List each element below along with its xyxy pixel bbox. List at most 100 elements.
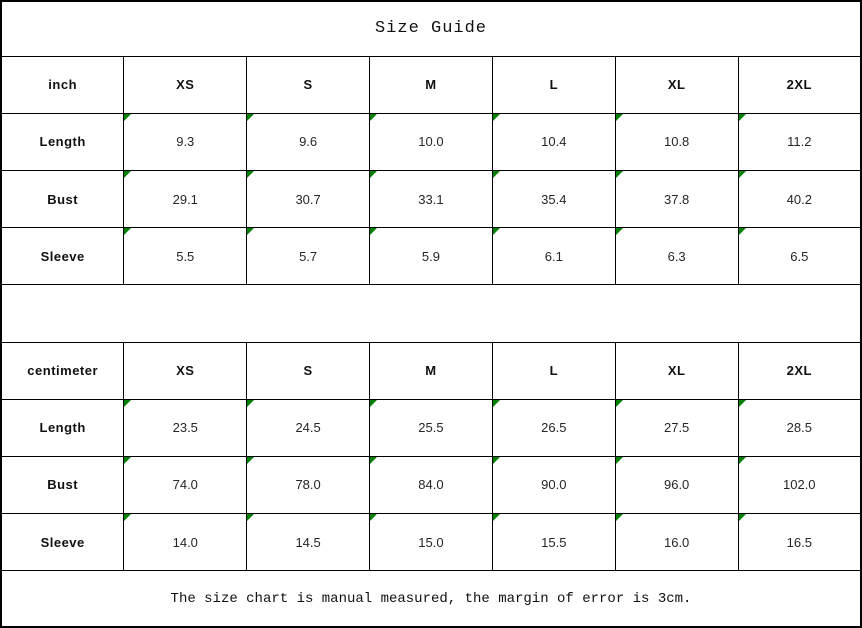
size-value: 74.0 [172,477,198,493]
corner-flag-icon [492,113,500,121]
corner-flag-icon [124,113,132,121]
size-value: 5.9 [421,248,440,264]
size-header-l: L [491,341,616,400]
size-value-cell: 5.5 [123,227,248,286]
size-value: 29.1 [172,191,198,207]
corner-flag-icon [492,399,500,407]
footer-row: The size chart is manual measured, the m… [0,570,862,628]
size-value: 35.4 [541,191,567,207]
size-value-cell: 78.0 [246,455,371,515]
corner-flag-icon [124,171,132,179]
corner-flag-icon [492,514,500,522]
size-value-cell: 96.0 [614,455,739,515]
size-value-cell: 74.0 [123,455,248,515]
corner-flag-icon [370,514,378,522]
size-value: 16.0 [663,534,690,550]
corner-flag-icon [615,514,623,522]
corner-flag-icon [247,113,255,121]
corner-flag-icon [124,456,132,464]
corner-flag-icon [738,228,746,236]
size-value: 30.7 [295,191,321,207]
size-value-cell: 26.5 [491,398,616,457]
size-value: 16.5 [786,534,812,550]
size-value: 9.3 [176,134,195,150]
page-title: Size Guide [0,0,862,57]
size-value: 10.4 [541,134,567,150]
corner-flag-icon [124,399,132,407]
size-value-cell: 11.2 [737,112,862,172]
row-label: Length [0,112,125,172]
table-row: Bust 74.0 78.0 84.0 90.0 96.0 102.0 [0,455,862,515]
size-value-cell: 9.3 [123,112,248,172]
corner-flag-icon [247,456,255,464]
size-value-cell: 25.5 [369,398,493,457]
size-header-m: M [369,341,493,400]
table-row: Sleeve 14.0 14.5 15.0 15.5 16.0 16.5 [0,513,862,572]
centimeter-header-row: centimeter XS S M L XL 2XL [0,341,862,400]
table-row: Length 23.5 24.5 25.5 26.5 27.5 28.5 [0,398,862,457]
spacer-cell [0,284,862,343]
size-value-cell: 16.0 [614,513,739,572]
size-header-xl: XL [614,55,739,114]
size-value-cell: 5.9 [369,227,493,286]
title-row: Size Guide [0,0,862,57]
row-label: Bust [0,170,125,229]
size-value-cell: 33.1 [369,170,493,229]
corner-flag-icon [247,399,255,407]
corner-flag-icon [492,171,500,179]
size-value-cell: 10.8 [614,112,739,172]
size-value-cell: 102.0 [737,455,862,515]
size-value: 102.0 [783,477,816,493]
corner-flag-icon [738,399,746,407]
corner-flag-icon [738,113,746,121]
size-value: 11.2 [787,134,812,150]
corner-flag-icon [247,514,255,522]
size-value: 6.3 [667,248,686,264]
size-value: 10.8 [663,134,690,150]
size-value: 84.0 [418,477,444,493]
row-label: Length [0,398,125,457]
size-value-cell: 16.5 [737,513,862,572]
size-value: 25.5 [418,420,444,436]
unit-label-centimeter: centimeter [0,341,125,400]
size-value: 6.1 [544,248,563,264]
row-label: Sleeve [0,513,125,572]
table-row: Bust 29.1 30.7 33.1 35.4 37.8 40.2 [0,170,862,229]
corner-flag-icon [124,514,132,522]
size-value-cell: 37.8 [614,170,739,229]
size-value-cell: 29.1 [123,170,248,229]
size-value-cell: 10.0 [369,112,493,172]
size-value: 10.0 [418,134,444,150]
size-value: 78.0 [295,477,321,493]
size-header-xl: XL [614,341,739,400]
unit-label-inch: inch [0,55,125,114]
size-value-cell: 6.3 [614,227,739,286]
size-value: 15.0 [418,534,444,550]
size-value-cell: 14.5 [246,513,371,572]
spacer-row [0,284,862,343]
inch-header-row: inch XS S M L XL 2XL [0,55,862,114]
size-value: 37.8 [663,191,690,207]
size-value: 9.6 [299,134,318,150]
corner-flag-icon [615,456,623,464]
size-value-cell: 10.4 [491,112,616,172]
footer-note: The size chart is manual measured, the m… [0,570,862,628]
size-value-cell: 5.7 [246,227,371,286]
size-value: 24.5 [295,420,321,436]
corner-flag-icon [738,514,746,522]
size-value-cell: 90.0 [491,455,616,515]
size-value-cell: 84.0 [369,455,493,515]
corner-flag-icon [370,113,378,121]
size-header-xs: XS [123,55,248,114]
corner-flag-icon [492,228,500,236]
size-value: 23.5 [172,420,198,436]
corner-flag-icon [370,456,378,464]
row-label: Bust [0,455,125,515]
size-value-cell: 24.5 [246,398,371,457]
corner-flag-icon [370,399,378,407]
row-label: Sleeve [0,227,125,286]
size-value: 15.5 [541,534,567,550]
size-value-cell: 9.6 [246,112,371,172]
size-value: 14.0 [172,534,198,550]
size-value: 96.0 [663,477,690,493]
